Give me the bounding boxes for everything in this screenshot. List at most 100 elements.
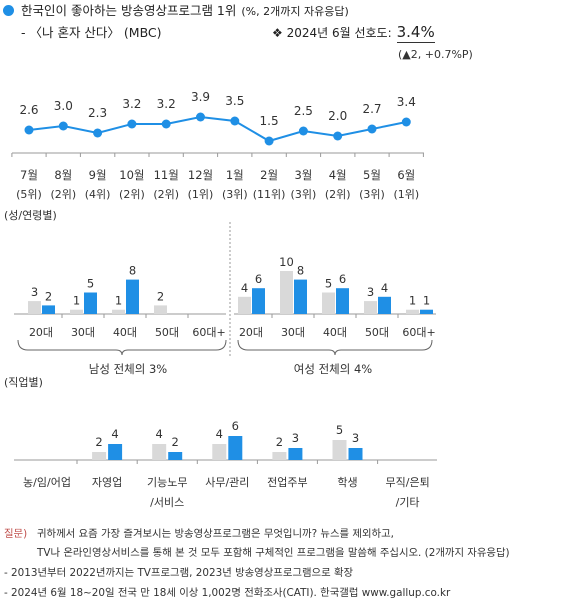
male-bar-value-label: 5: [87, 277, 94, 291]
trend-chart: 2.6 7월 (5위) 3.0 8월 (2위) 2.3 9월 (4위) 3.2 10월 (2위) 3.2…: [11, 90, 424, 201]
trend-point: [230, 116, 240, 126]
occupation-bar-series-1: [92, 452, 107, 460]
chart-title-note: (%, 2개까지 자유응답): [241, 5, 349, 18]
trend-month-label: 3월: [294, 168, 312, 182]
occupation-label: 사무/관리: [205, 476, 249, 489]
trend-value-label: 1.5: [260, 114, 279, 128]
chart-title: 한국인이 좋아하는 방송영상프로그램 1위: [21, 3, 237, 18]
male-group-label: 남성 전체의 3%: [89, 362, 168, 376]
male-bar-value-label: 8: [129, 264, 136, 278]
female-age-label: 20대: [239, 326, 263, 339]
trend-value-label: 3.0: [54, 99, 73, 113]
male-bar-value-label: 1: [115, 294, 122, 308]
trend-value-label: 3.4: [397, 95, 416, 109]
occupation-bar-series-2: [348, 448, 363, 460]
trend-point: [161, 119, 171, 129]
occupation-bar-value-label: 4: [156, 427, 163, 441]
occupation-label: /서비스: [150, 496, 184, 509]
trend-rank-label: (5위): [16, 188, 42, 201]
male-bar-series-1: [28, 301, 41, 314]
occupation-bar-series-1: [212, 444, 227, 460]
occupation-bar-series-2: [288, 448, 303, 460]
question-text-line-1: 귀하께서 요즘 가장 즐겨보시는 방송영상프로그램은 무엇입니까? 뉴스를 제외…: [37, 528, 394, 540]
trend-rank-label: (2위): [153, 188, 179, 201]
trend-point: [333, 131, 343, 141]
female-bar-value-label: 1: [423, 294, 430, 308]
male-bar-value-label: 1: [73, 294, 80, 308]
trend-point: [298, 126, 308, 136]
male-bar-value-label: 3: [31, 285, 38, 299]
trend-month-label: 9월: [89, 168, 107, 182]
female-bar-value-label: 4: [241, 281, 248, 295]
trend-month-label: 5월: [363, 168, 381, 182]
male-age-label: 20대: [29, 326, 53, 339]
trend-month-label: 10월: [119, 168, 144, 182]
occupation-bar-series-2: [108, 444, 123, 460]
trend-point: [367, 124, 377, 134]
male-age-label: 30대: [71, 326, 95, 339]
occupation-label: 무직/은퇴: [386, 476, 430, 489]
female-bar-series-1: [280, 271, 293, 314]
section-label-gender-age: (성/연령별): [4, 209, 57, 222]
occupation-bar-series-1: [272, 452, 287, 460]
survey-note: - 2013년부터 2022년까지는 TV프로그램, 2023년 방송영상프로그…: [4, 567, 354, 579]
female-bar-value-label: 6: [255, 272, 262, 286]
trend-month-label: 11월: [154, 168, 179, 182]
section-label-occupation: (직업별): [4, 376, 43, 389]
female-group-label: 여성 전체의 4%: [294, 362, 373, 376]
trend-month-label: 12월: [188, 168, 213, 182]
trend-month-label: 8월: [54, 168, 72, 182]
occupation-bar-series-1: [332, 440, 347, 460]
occupation-bar-value-label: 4: [111, 427, 118, 441]
trend-point: [24, 125, 34, 135]
bullet-icon: [3, 5, 14, 16]
trend-month-label: 4월: [329, 168, 347, 182]
occupation-bar-value-label: 2: [172, 435, 179, 449]
occupation-label: 농/임/어업: [23, 476, 71, 489]
female-bar-series-1: [238, 296, 251, 314]
occupation-bar-value-label: 4: [216, 427, 223, 441]
male-bar-series-2: [126, 279, 139, 314]
occupation-label: 전업주부: [267, 476, 307, 489]
female-bar-series-2: [252, 288, 265, 314]
trend-rank-label: (1위): [188, 188, 214, 201]
male-bar-series-2: [42, 305, 55, 314]
occupation-label: 기능노무: [147, 476, 187, 489]
female-bar-series-1: [322, 292, 335, 314]
female-age-label: 60대+: [402, 326, 435, 339]
trend-month-label: 1월: [226, 168, 244, 182]
trend-point: [58, 121, 68, 131]
trend-rank-label: (2위): [50, 188, 76, 201]
trend-point: [127, 119, 137, 129]
preference-value: 3.4%: [396, 23, 435, 43]
female-bar-value-label: 10: [279, 255, 294, 269]
female-bar-value-label: 8: [297, 264, 304, 278]
trend-rank-label: (3위): [359, 188, 385, 201]
female-bar-value-label: 1: [409, 294, 416, 308]
trend-rank-label: (1위): [393, 188, 419, 201]
occupation-label: 학생: [337, 476, 357, 489]
trend-value-label: 3.2: [157, 97, 176, 111]
female-bar-series-2: [336, 288, 349, 314]
male-group-bracket: [17, 339, 227, 356]
male-age-label: 40대: [113, 326, 137, 339]
female-bar-series-1: [364, 301, 377, 314]
survey-note: - 2024년 6월 18~20일 전국 만 18세 이상 1,002명 전화조…: [4, 587, 451, 599]
trend-point: [196, 112, 205, 122]
trend-rank-label: (3위): [291, 188, 317, 201]
male-bar-series-1: [112, 309, 125, 314]
female-age-label: 50대: [365, 326, 389, 339]
preference-change: (▲2, +0.7%P): [398, 48, 473, 61]
male-age-label: 60대+: [192, 326, 225, 339]
female-bar-value-label: 6: [339, 272, 346, 286]
female-bar-value-label: 3: [367, 285, 374, 299]
trend-value-label: 2.0: [328, 109, 347, 123]
trend-point: [401, 117, 411, 127]
trend-value-label: 3.5: [225, 94, 244, 108]
preference-label: ❖ 2024년 6월 선호도:: [272, 26, 392, 40]
trend-rank-label: (2위): [325, 188, 351, 201]
